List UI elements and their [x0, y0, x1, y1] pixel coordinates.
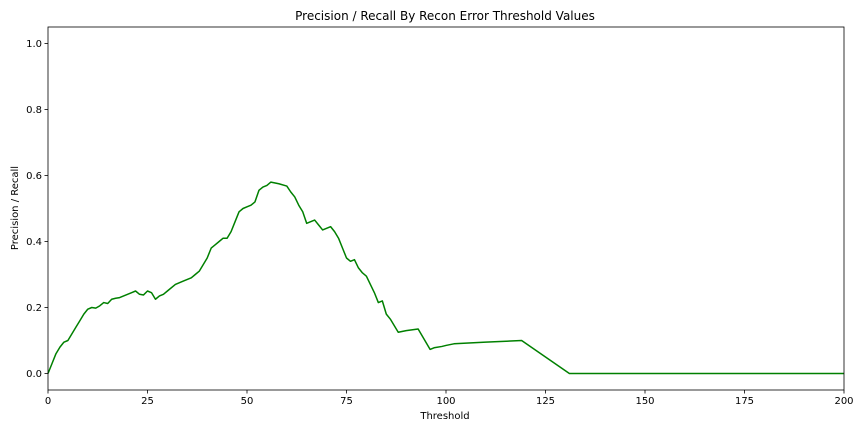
- chart-title: Precision / Recall By Recon Error Thresh…: [295, 9, 595, 23]
- y-tick-label: 1.0: [26, 39, 42, 50]
- x-tick-label: 175: [735, 396, 754, 407]
- y-axis-label: Precision / Recall: [10, 166, 21, 250]
- y-tick-label: 0.2: [26, 303, 42, 314]
- x-tick-label: 50: [241, 396, 254, 407]
- y-tick-label: 0.8: [26, 105, 42, 116]
- x-tick-label: 200: [834, 396, 853, 407]
- x-tick-label: 150: [635, 396, 654, 407]
- plot-frame: [47, 26, 845, 391]
- y-tick-label: 0.6: [26, 171, 42, 182]
- x-tick-label: 100: [436, 396, 455, 407]
- x-tick-label: 75: [340, 396, 353, 407]
- plot-area: 0 25 50 75 100 125 150 175 200 0.0 0.2 0.4 0.6 0.8 1.0: [26, 26, 854, 407]
- y-tick-label: 0.4: [26, 237, 42, 248]
- x-tick-label: 0: [45, 396, 51, 407]
- series-line-0: [47, 181, 844, 375]
- x-axis-label: Threshold: [419, 411, 469, 422]
- y-tick-label: 0.0: [26, 369, 42, 380]
- x-tick-label: 125: [536, 396, 555, 407]
- x-tick-label: 25: [141, 396, 154, 407]
